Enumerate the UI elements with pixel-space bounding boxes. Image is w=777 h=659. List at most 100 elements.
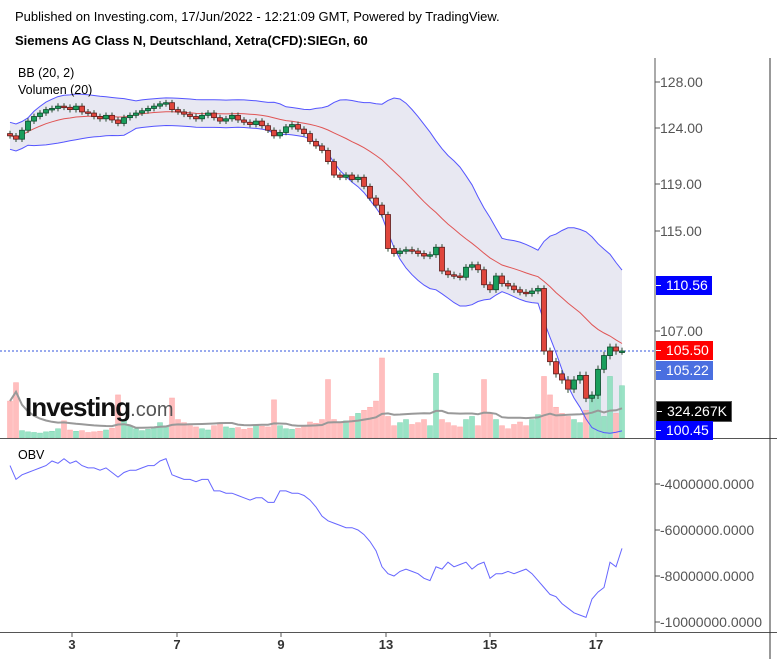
- candle: [265, 125, 271, 131]
- volume-bar: [355, 413, 361, 439]
- volume-indicator-label[interactable]: Volumen (20): [18, 83, 93, 97]
- candle: [31, 116, 37, 122]
- candle: [253, 120, 259, 125]
- volume-bar: [337, 422, 343, 439]
- candle: [43, 109, 49, 114]
- candle: [307, 133, 313, 142]
- candle: [169, 102, 175, 110]
- volume-bar: [193, 426, 199, 439]
- volume-bar: [391, 425, 397, 439]
- volume-bar: [307, 421, 313, 439]
- volume-bar: [511, 424, 517, 439]
- candle: [433, 246, 439, 256]
- volume-bar: [199, 428, 205, 439]
- bb-indicator-label[interactable]: BB (20, 2): [18, 66, 75, 80]
- volume-bar: [619, 385, 625, 439]
- x-axis-label: 15: [482, 637, 498, 652]
- candle: [199, 114, 205, 120]
- candle: [175, 109, 181, 113]
- candle: [325, 149, 331, 162]
- chart-title: Siemens AG Class N, Deutschland, Xetra(C…: [15, 33, 368, 48]
- candle: [583, 374, 589, 399]
- candle: [37, 112, 43, 117]
- x-axis-label: 9: [277, 637, 285, 652]
- volume-bar: [187, 425, 193, 439]
- candle: [235, 114, 241, 121]
- obv-tick: -4000000.0000: [660, 476, 755, 492]
- candle: [565, 379, 571, 390]
- volume-bar: [373, 400, 379, 439]
- candle: [481, 269, 487, 286]
- candle: [535, 288, 541, 292]
- candle: [463, 266, 469, 278]
- candle: [187, 113, 193, 117]
- volume-bar: [469, 416, 475, 439]
- volume-bar: [241, 429, 247, 439]
- volume-bar: [271, 399, 277, 439]
- candle: [271, 129, 277, 137]
- price-tick: 119.00: [660, 176, 702, 192]
- candle: [127, 114, 133, 119]
- volume-bar: [439, 419, 445, 439]
- volume-bar: [265, 426, 271, 439]
- candle: [211, 112, 217, 119]
- candle: [457, 275, 463, 278]
- candle: [451, 274, 457, 277]
- volume-bar: [223, 426, 229, 439]
- obv-indicator-label[interactable]: OBV: [18, 448, 45, 462]
- candle: [283, 126, 289, 133]
- volume-bar: [49, 430, 55, 439]
- candle: [385, 214, 391, 249]
- candle: [439, 246, 445, 272]
- volume-bar: [37, 432, 43, 439]
- candle: [559, 373, 565, 381]
- volume-bar: [109, 427, 115, 439]
- candle: [421, 253, 427, 257]
- volume-bar: [85, 432, 91, 439]
- candle: [259, 120, 265, 127]
- x-axis-label: 3: [68, 637, 76, 652]
- candle: [589, 394, 595, 399]
- volume-bar: [529, 419, 535, 439]
- candle: [529, 290, 535, 294]
- candle: [217, 117, 223, 122]
- investing-logo: Investing.com: [25, 392, 174, 422]
- volume-bar: [379, 357, 385, 439]
- candle: [445, 270, 451, 276]
- candle: [241, 119, 247, 123]
- volume-bar: [325, 379, 331, 439]
- candle: [595, 368, 601, 396]
- volume-bar: [283, 428, 289, 439]
- bb-upper-label: 110.56: [656, 276, 712, 295]
- volume-bar: [499, 425, 505, 439]
- volume-bar: [457, 426, 463, 439]
- x-axis-label: 13: [378, 637, 394, 652]
- volume-bar: [247, 427, 253, 439]
- volume-bar: [475, 425, 481, 439]
- candle: [25, 120, 31, 131]
- candle: [61, 105, 67, 109]
- candle: [547, 350, 553, 363]
- volume-bar: [367, 406, 373, 439]
- candle: [601, 355, 607, 370]
- candle: [409, 249, 415, 252]
- volume-bar: [139, 430, 145, 439]
- candle: [181, 111, 187, 115]
- volume-bar: [73, 430, 79, 439]
- volume-bar: [403, 419, 409, 439]
- volume-bar: [31, 432, 37, 439]
- x-axis-label: 17: [588, 637, 604, 652]
- price-tick: 124.00: [660, 120, 703, 136]
- obv-tick: -6000000.0000: [660, 522, 755, 538]
- volume-bar: [145, 429, 151, 439]
- volume-bar: [79, 430, 85, 439]
- volume-ma-line: [9, 389, 623, 429]
- volume-bar: [451, 425, 457, 439]
- candle: [415, 250, 421, 254]
- volume-bar: [613, 413, 619, 439]
- candle: [505, 283, 511, 287]
- volume-bar: [301, 425, 307, 439]
- volume-bar: [415, 422, 421, 439]
- candle: [277, 132, 283, 137]
